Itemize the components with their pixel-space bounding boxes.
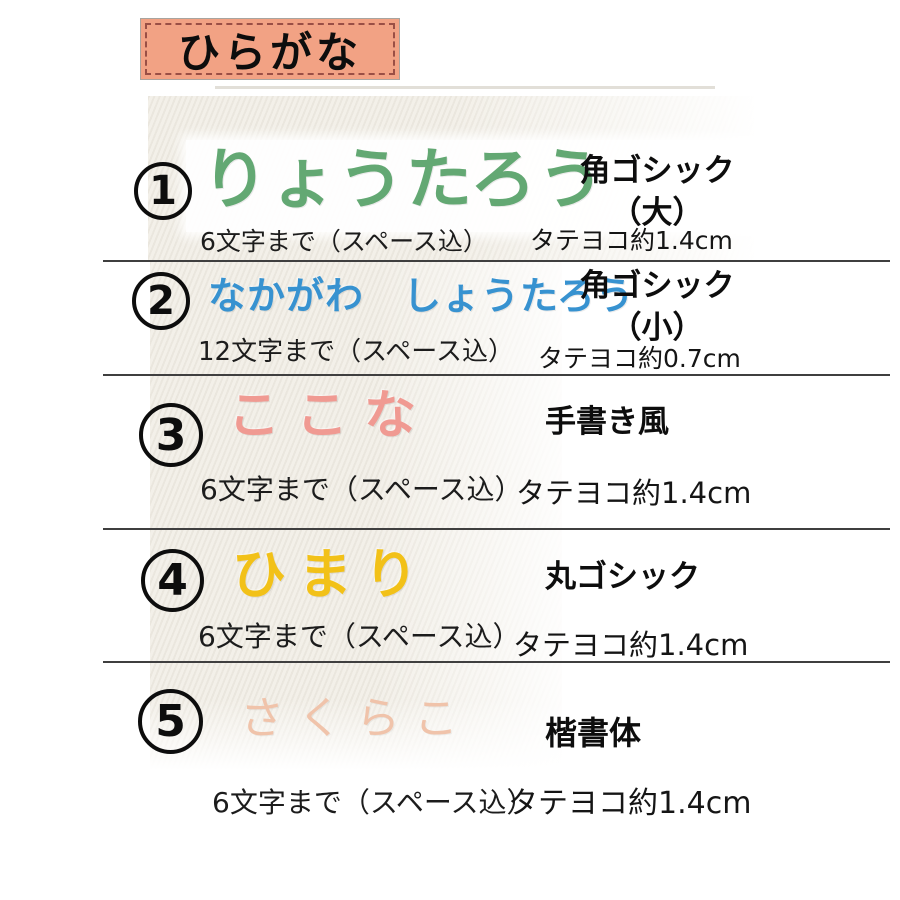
stitch-size-label: タテヨコ約1.4cm xyxy=(513,628,749,662)
font-name-label: 角ゴシック （大） xyxy=(552,150,762,234)
embroidery-sample: さくらこ xyxy=(240,693,472,744)
char-limit-label: 6文字まで（スペース込） xyxy=(212,786,535,819)
row-number-badge: 5 xyxy=(138,689,203,754)
font-name-line2: （小） xyxy=(610,310,704,347)
fabric-photo-top-edge xyxy=(215,86,715,89)
hiragana-title-badge: ひらがな xyxy=(140,18,400,80)
row-number-badge: 1 xyxy=(134,162,192,220)
stitch-size-label: タテヨコ約1.4cm xyxy=(530,226,733,255)
dashed-border xyxy=(145,23,395,75)
font-name-line2: （大） xyxy=(610,195,704,232)
char-limit-label: 6文字まで（スペース込） xyxy=(200,473,523,506)
row-number-badge: 4 xyxy=(141,549,204,612)
fabric-photo xyxy=(150,261,562,770)
row-divider xyxy=(103,528,890,530)
row-number-badge: 3 xyxy=(139,403,203,467)
font-name-label: 丸ゴシック xyxy=(545,559,700,595)
embroidery-sample: りょうたろう xyxy=(202,141,607,218)
fabric-highlight xyxy=(186,140,758,232)
font-name-line1: 角ゴシック xyxy=(579,153,735,189)
char-limit-label: 6文字まで（スペース込） xyxy=(198,620,521,653)
stitch-size-label: タテヨコ約1.4cm xyxy=(516,476,752,510)
stitch-size-label: タテヨコ約0.7cm xyxy=(538,344,741,373)
embroidery-sample: ひまり xyxy=(232,543,430,606)
char-limit-label: 12文字まで（スペース込） xyxy=(198,337,514,367)
row-divider xyxy=(103,661,890,663)
row-divider xyxy=(103,374,890,376)
font-name-line1: 角ゴシック xyxy=(579,268,735,304)
font-name-label: 楷書体 xyxy=(545,714,642,752)
row-number-badge: 2 xyxy=(132,272,190,330)
font-name-label: 角ゴシック （小） xyxy=(552,265,762,349)
stitch-size-label: タテヨコ約1.4cm xyxy=(508,786,752,821)
embroidery-sample: なかがわ しょうたろう xyxy=(208,274,635,318)
page-title: ひらがな xyxy=(177,27,362,77)
row-divider xyxy=(103,260,890,262)
char-limit-label: 6文字まで（スペース込） xyxy=(200,227,488,256)
embroidery-sample: ここな xyxy=(228,386,433,446)
font-name-label: 手書き風 xyxy=(545,404,669,440)
